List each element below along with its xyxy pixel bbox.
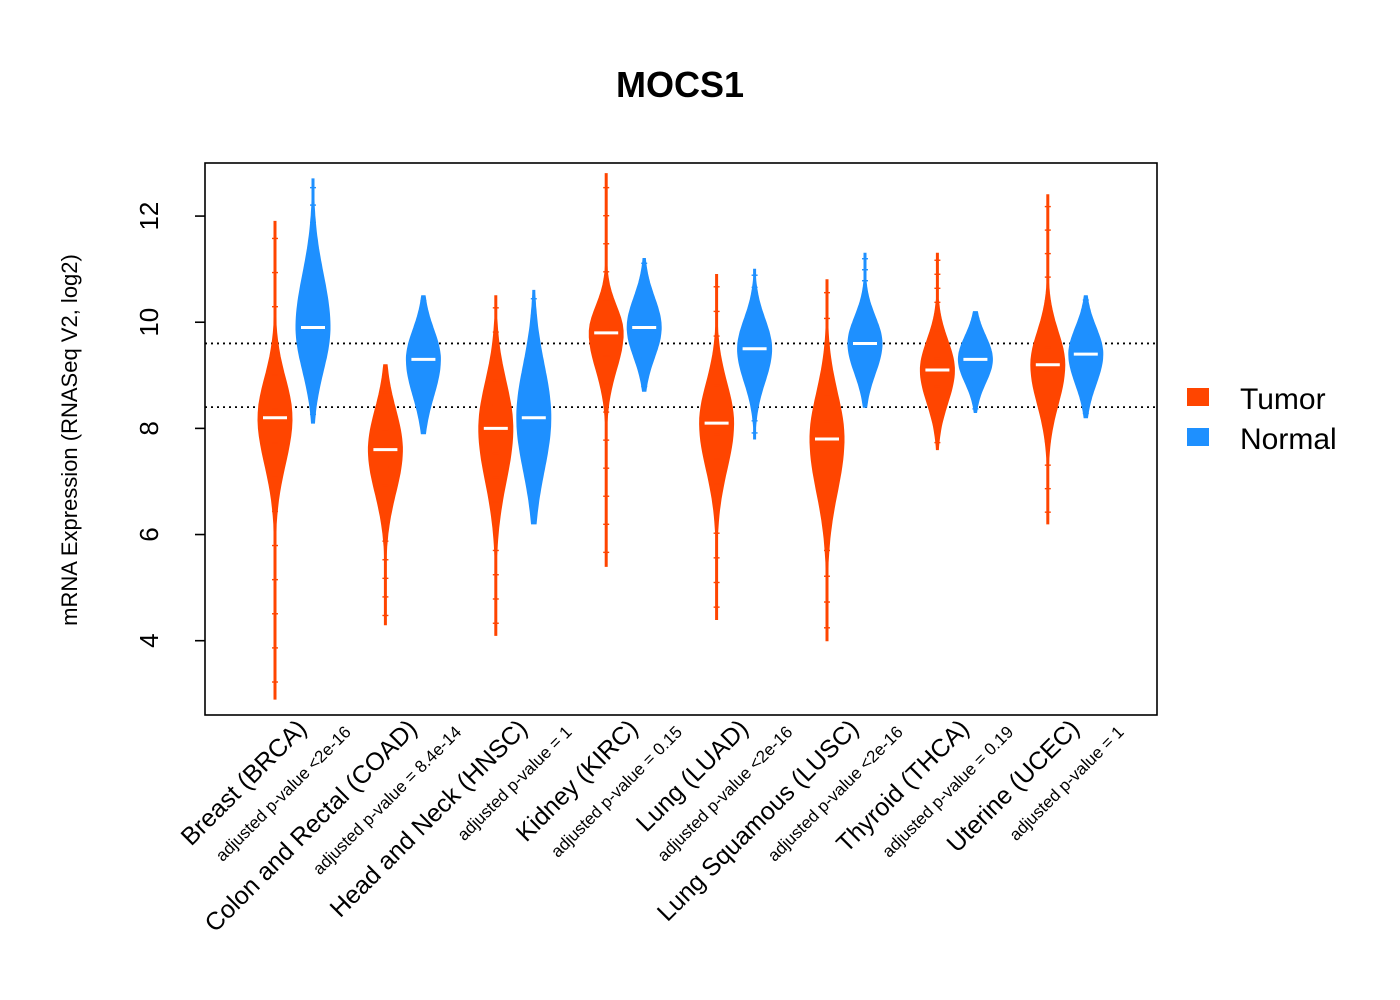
normal-violin — [405, 295, 441, 435]
tumor-violin — [588, 173, 624, 567]
legend-swatch — [1187, 428, 1209, 446]
tumor-violin — [1030, 194, 1066, 525]
violins — [257, 173, 1104, 700]
legend-label: Normal — [1240, 423, 1337, 456]
legend-label: Tumor — [1240, 383, 1326, 416]
normal-violin — [737, 268, 773, 440]
legend: Tumor Normal — [1187, 383, 1337, 456]
normal-violin — [847, 252, 883, 408]
tumor-violin — [919, 252, 955, 451]
normal-violin — [295, 178, 331, 424]
chart-title: MOCS1 — [616, 64, 744, 105]
normal-violin — [1068, 295, 1104, 419]
y-tick-label: 12 — [134, 202, 164, 231]
tumor-violin — [367, 364, 403, 626]
normal-violin — [626, 258, 662, 392]
normal-violin — [516, 289, 552, 525]
tumor-violin — [699, 274, 735, 620]
y-tick-label: 8 — [134, 421, 164, 435]
x-axis-labels: Breast (BRCA)adjusted p-value <2e-16Colo… — [176, 714, 1128, 937]
tumor-violin — [478, 295, 514, 636]
y-tick-label: 6 — [134, 527, 164, 541]
tumor-violin — [257, 220, 293, 700]
plot-frame — [204, 162, 1158, 716]
reference-lines — [205, 342, 1157, 409]
y-axis: 4 6 8 10 12 — [134, 202, 205, 648]
y-tick-label: 10 — [134, 308, 164, 337]
legend-swatch — [1187, 388, 1209, 406]
normal-violin — [957, 311, 993, 413]
y-axis-label: mRNA Expression (RNASeq V2, log2) — [57, 254, 82, 626]
tumor-violin — [809, 279, 845, 642]
x-category-label: Colon and Rectal (COAD) — [199, 714, 422, 937]
y-tick-label: 4 — [134, 633, 164, 647]
